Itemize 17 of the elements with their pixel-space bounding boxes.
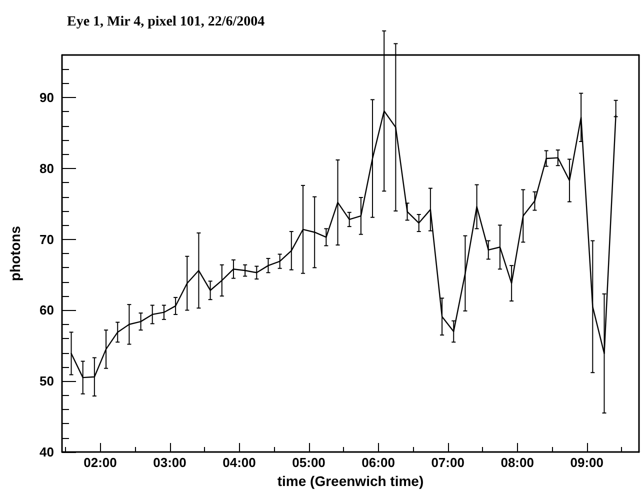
x-axis-title: time (Greenwich time) [277,473,424,489]
x-tick-label: 07:00 [431,455,464,470]
y-tick-label: 40 [40,444,54,460]
x-tick-label: 02:00 [84,455,117,470]
x-tick-label: 05:00 [292,455,326,470]
y-tick-label: 60 [40,302,54,318]
x-tick-label: 09:00 [570,455,604,470]
x-tick-label: 08:00 [500,455,534,470]
x-tick-label: 04:00 [222,455,256,470]
x-tick-label: 03:00 [153,455,186,470]
y-tick-label: 90 [40,90,54,106]
y-axis-title: photons [7,226,23,282]
y-tick-label: 50 [40,374,54,389]
chart-title: Eye 1, Mir 4, pixel 101, 22/6/2004 [67,14,265,30]
y-tick-label: 70 [40,232,54,247]
x-tick-label: 06:00 [362,455,395,470]
y-tick-label: 80 [40,160,54,176]
